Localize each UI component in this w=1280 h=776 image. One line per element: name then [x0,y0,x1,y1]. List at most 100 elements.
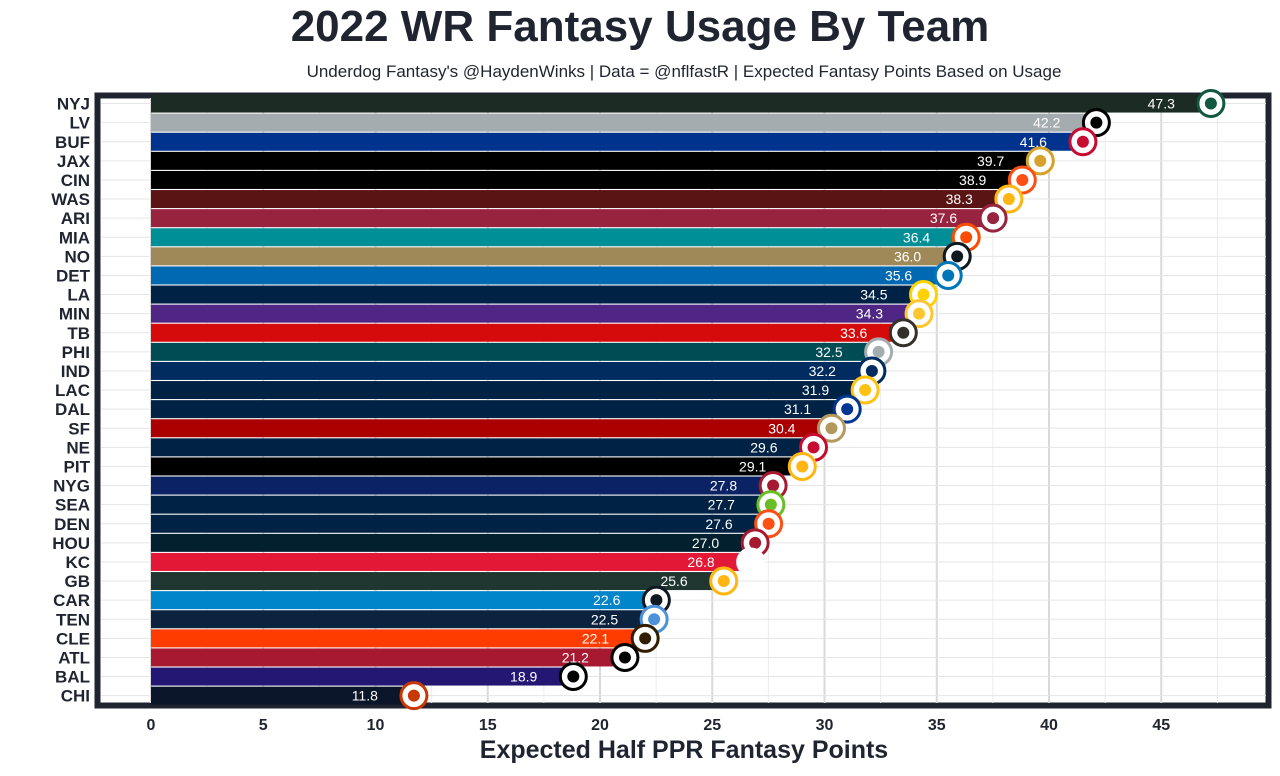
y-tick-label: LV [70,114,91,133]
team-logos [399,89,1226,711]
value-label: 27.6 [705,516,732,532]
value-label: 37.6 [930,210,957,226]
y-tick-label: TB [67,324,90,343]
value-label: 36.0 [894,248,921,264]
bar-min [151,304,922,323]
cardinals-logo [978,203,1008,233]
y-tick-label: NYJ [57,95,90,114]
chart-title: 2022 WR Fantasy Usage By Team [290,2,990,51]
x-tick-label: 30 [816,717,834,734]
y-tick-label: CLE [56,629,90,648]
bar-nyj [151,94,1213,113]
value-label: 11.8 [352,688,378,704]
value-label: 36.4 [903,229,930,245]
y-tick-label: ARI [61,209,90,228]
bar-mia [151,228,969,247]
bar-sf [151,419,834,438]
y-tick-label: SEA [55,496,90,515]
value-label: 38.9 [959,172,986,188]
value-label: 22.1 [582,630,609,646]
49ers-logo [816,413,846,443]
bar-cle [151,629,648,648]
y-tick-label: PIT [64,457,91,476]
y-tick-label: MIN [59,305,90,324]
bills-logo [1068,127,1098,157]
y-tick-label: LA [67,286,90,305]
value-label: 22.5 [591,611,618,627]
bar-kc [151,552,753,571]
bar-lac [151,381,868,400]
bar-lv [151,113,1099,132]
value-label: 31.9 [802,382,829,398]
value-label: 25.6 [660,573,687,589]
y-tick-label: ATL [58,648,90,667]
y-tick-label: LAC [55,381,90,400]
bar-jax [151,151,1043,170]
x-tick-label: 0 [147,717,156,734]
x-tick-labels: 0 5 10 15 20 25 30 35 40 45 [147,717,1171,734]
bar-phi [151,342,881,361]
vikings-logo [904,299,934,329]
value-label: 31.1 [784,401,811,417]
value-label: 39.7 [977,153,1004,169]
y-tick-label: CHI [61,687,90,706]
y-tick-label: DAL [55,400,90,419]
jets-logo [1196,89,1226,119]
y-tick-label: IND [61,362,90,381]
y-tick-label: CAR [53,591,90,610]
y-tick-label: BAL [55,668,90,687]
value-label: 27.7 [708,497,735,513]
x-tick-label: 45 [1152,717,1170,734]
bar-atl [151,648,627,667]
bar-gb [151,572,726,591]
y-tick-label: DEN [54,515,90,534]
x-tick-label: 40 [1040,717,1058,734]
bar-la [151,285,926,304]
value-label: 35.6 [885,267,912,283]
bar-ten [151,610,657,629]
value-label: 18.9 [510,669,537,685]
bar-det [151,266,951,285]
buccaneers-logo [888,318,918,348]
value-label: 27.8 [710,478,737,494]
value-label: 33.6 [840,325,867,341]
falcons-logo [610,642,640,672]
x-tick-label: 35 [928,717,946,734]
bar-pit [151,457,805,476]
x-tick-label: 5 [259,717,268,734]
x-axis-label: Expected Half PPR Fantasy Points [479,736,889,764]
bar-buf [151,132,1085,151]
value-label: 41.6 [1020,134,1047,150]
y-tick-label: SF [68,419,90,438]
chargers-logo [850,375,880,405]
value-labels: 47.3 42.2 41.6 39.7 38.9 38.3 37.636.4 36.0 35.6… [352,96,1175,704]
value-label: 34.3 [856,306,883,322]
y-tick-label: NO [65,247,91,266]
cowboys-logo [832,394,862,424]
bars [151,94,1213,705]
y-tick-label: NE [66,438,90,457]
y-tick-label: GB [65,572,91,591]
bar-dal [151,400,850,419]
y-tick-label: CIN [61,171,90,190]
y-tick-label: HOU [52,534,90,553]
y-tick-labels: NYJLVBUFJAXCINWASARIMIANODETLAMINTBPHIIN… [51,95,90,706]
bar-no [151,247,960,266]
value-label: 34.5 [860,287,887,303]
y-tick-label: WAS [51,190,90,209]
bar-chi [151,686,416,705]
bar-tb [151,323,906,342]
y-tick-label: PHI [62,343,90,362]
bar-bal [151,667,576,686]
bar-sea [151,495,773,514]
ravens-logo [558,662,588,692]
bar-nyg [151,476,776,495]
value-label: 30.4 [768,420,795,436]
bar-den [151,514,771,533]
x-tick-label: 20 [591,717,609,734]
y-tick-label: NYG [53,477,90,496]
value-label: 26.8 [687,554,714,570]
y-tick-label: BUF [55,133,90,152]
bar-ari [151,209,996,228]
